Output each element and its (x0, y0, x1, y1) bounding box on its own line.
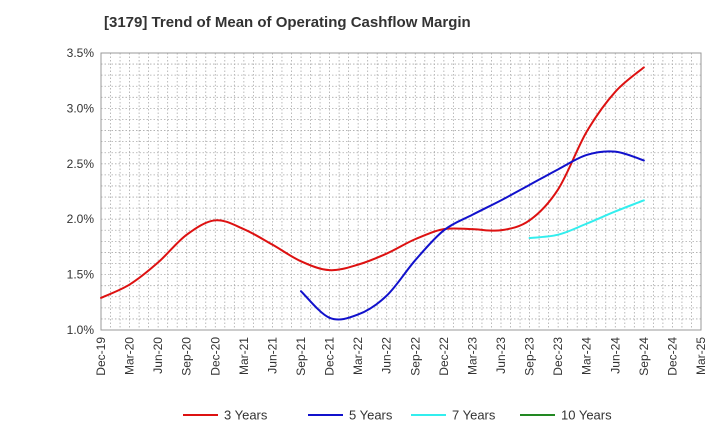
legend-label: 7 Years (452, 408, 496, 423)
y-axis-ticks: 1.0% 1.5% 2.0% 2.5% 3.0% 3.5% (67, 46, 95, 337)
x-tick-label: Jun-22 (380, 337, 394, 374)
y-tick-label: 2.5% (67, 157, 95, 171)
x-tick-label: Sep-24 (637, 337, 651, 376)
x-tick-label: Dec-24 (665, 337, 679, 376)
y-tick-label: 1.5% (67, 268, 95, 282)
legend-label: 5 Years (349, 408, 393, 423)
x-tick-label: Sep-20 (180, 337, 194, 376)
y-tick-label: 3.5% (67, 46, 95, 60)
y-tick-label: 1.0% (67, 323, 95, 337)
plot-frame (100, 52, 702, 331)
x-tick-label: Dec-23 (551, 337, 565, 376)
series-line-0 (100, 66, 645, 299)
x-tick-label: Dec-21 (323, 337, 337, 376)
x-tick-label: Sep-22 (408, 337, 422, 376)
x-tick-label: Jun-24 (608, 337, 622, 374)
x-tick-label: Sep-23 (523, 337, 537, 376)
legend-label: 10 Years (561, 408, 612, 423)
series-line-2 (528, 199, 645, 240)
x-tick-label: Jun-21 (265, 337, 279, 374)
legend: 3 Years 5 Years 7 Years 10 Years (183, 408, 612, 423)
x-tick-label: Mar-20 (123, 337, 137, 375)
x-tick-label: Mar-23 (465, 337, 479, 375)
grid-lines (101, 53, 701, 330)
x-tick-label: Mar-24 (580, 337, 594, 375)
series-line-1 (300, 150, 645, 321)
x-tick-label: Jun-20 (151, 337, 165, 374)
x-tick-label: Jun-23 (494, 337, 508, 374)
series-lines (100, 66, 645, 321)
x-tick-label: Mar-25 (694, 337, 708, 375)
legend-label: 3 Years (224, 408, 268, 423)
y-tick-label: 2.0% (67, 212, 95, 226)
plot-background (101, 53, 701, 330)
x-axis-ticks: Dec-19 Mar-20 Jun-20 Sep-20 Dec-20 Mar-21 Jun-… (94, 337, 708, 376)
x-tick-label: Dec-22 (437, 337, 451, 376)
x-tick-label: Dec-19 (94, 337, 108, 376)
chart-title: [3179] Trend of Mean of Operating Cashfl… (104, 14, 471, 31)
x-tick-label: Mar-22 (351, 337, 365, 375)
x-tick-label: Dec-20 (208, 337, 222, 376)
x-tick-label: Sep-21 (294, 337, 308, 376)
y-tick-label: 3.0% (67, 101, 95, 115)
x-tick-label: Mar-21 (237, 337, 251, 375)
